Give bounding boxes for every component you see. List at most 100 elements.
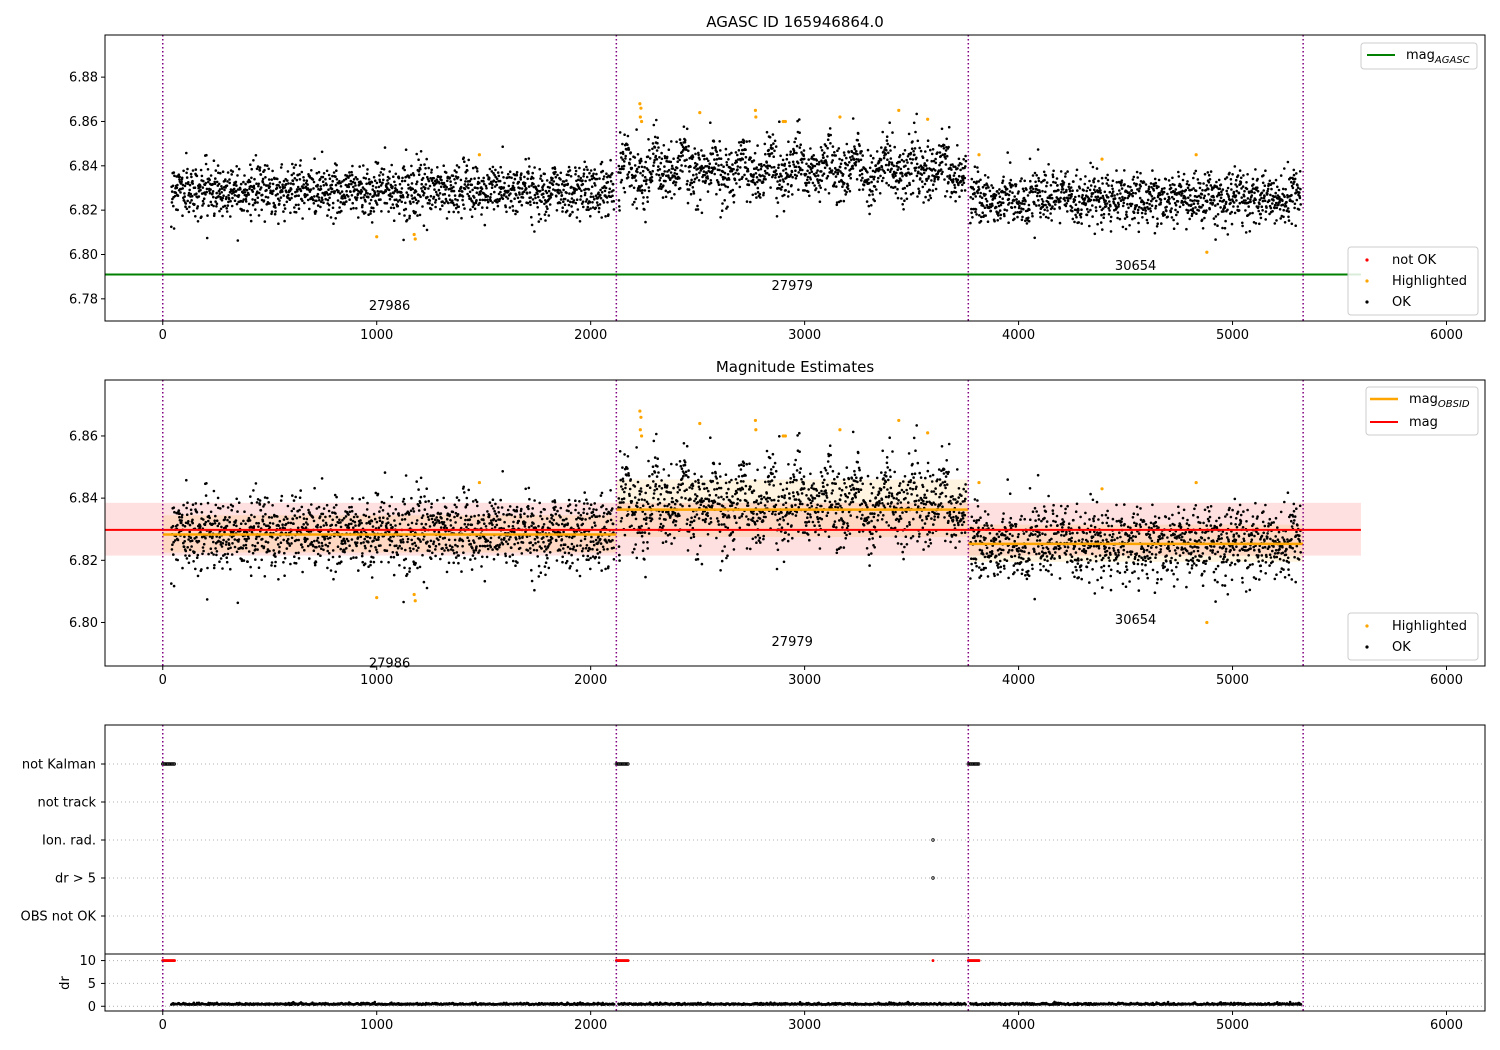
ok-point: [272, 201, 276, 205]
ok-point: [466, 169, 469, 172]
ok-point: [1100, 176, 1104, 180]
ok-point: [251, 190, 255, 193]
ok-point: [796, 161, 800, 165]
ok-point: [933, 179, 936, 183]
ok-point: [295, 194, 298, 198]
ok-point: [553, 167, 557, 170]
ok-point: [624, 154, 627, 158]
ok-point: [1195, 212, 1198, 215]
ok-point: [623, 190, 627, 194]
ok-point: [696, 208, 700, 211]
ok-point: [1202, 182, 1205, 185]
ok-point: [194, 502, 198, 505]
ok-point: [196, 205, 200, 208]
ok-point: [827, 192, 831, 195]
ok-point: [914, 166, 918, 170]
ok-point: [505, 210, 508, 214]
ok-point: [1256, 189, 1260, 193]
ok-point: [1159, 198, 1163, 201]
ok-point: [1019, 210, 1023, 213]
ok-point: [1131, 217, 1134, 221]
ok-point: [292, 499, 296, 502]
ok-point: [232, 191, 235, 194]
ok-point: [442, 164, 446, 167]
ok-point: [808, 194, 811, 198]
ok-point: [200, 174, 204, 178]
ok-point: [781, 178, 785, 181]
ok-point: [218, 560, 221, 563]
ok-point: [1253, 191, 1256, 195]
ok-point: [361, 560, 365, 564]
ok-point: [977, 185, 980, 189]
ok-point: [298, 178, 302, 181]
ok-point: [352, 556, 355, 559]
ok-point: [367, 540, 370, 544]
ok-point: [268, 185, 272, 188]
ok-point: [1070, 195, 1073, 198]
ok-point: [1268, 179, 1272, 183]
ok-point: [296, 526, 300, 530]
ok-point: [1074, 195, 1077, 199]
ok-point: [877, 161, 881, 164]
ok-point: [824, 144, 828, 148]
ok-point: [866, 171, 869, 174]
ok-point: [212, 214, 216, 217]
ok-point: [889, 157, 893, 160]
ok-point: [243, 191, 247, 194]
ok-point: [525, 192, 529, 195]
ok-point: [278, 545, 281, 549]
ok-point: [619, 151, 622, 155]
ok-point: [330, 190, 333, 194]
ok-point: [1088, 224, 1091, 228]
ok-point: [1249, 198, 1252, 201]
ok-point: [611, 172, 614, 175]
ok-point: [338, 179, 341, 183]
ok-point: [221, 196, 225, 200]
ok-point: [486, 173, 489, 177]
ok-point: [544, 210, 548, 214]
ok-point: [279, 196, 283, 199]
ok-point: [302, 523, 306, 526]
ok-point: [402, 195, 405, 199]
ok-point: [369, 563, 372, 567]
ok-point: [326, 549, 330, 553]
ok-point: [334, 512, 337, 515]
ok-point: [846, 184, 850, 187]
ok-point: [1020, 177, 1023, 180]
ok-point: [1160, 222, 1163, 225]
ok-point: [1193, 172, 1196, 175]
ok-point: [826, 138, 830, 141]
ok-point: [826, 174, 830, 178]
ok-point: [219, 507, 222, 510]
ok-point: [286, 537, 290, 541]
ok-point: [471, 188, 474, 192]
ok-point: [404, 207, 408, 211]
ok-point: [781, 158, 785, 162]
ok-point: [831, 159, 834, 162]
ok-point: [693, 177, 697, 181]
ok-point: [755, 166, 758, 169]
ok-point: [972, 188, 976, 191]
ok-point: [293, 206, 296, 209]
ok-point: [181, 214, 184, 217]
ok-point: [254, 154, 258, 157]
highlighted-point: [897, 108, 901, 112]
ok-point: [259, 186, 263, 189]
ok-point: [726, 205, 729, 209]
ok-point: [986, 184, 989, 187]
ok-point: [1153, 196, 1156, 200]
ok-point: [303, 548, 306, 552]
ok-point: [190, 199, 193, 202]
ok-point: [185, 171, 188, 175]
ok-point: [1033, 202, 1036, 206]
ok-point: [1264, 169, 1267, 172]
ok-point: [321, 512, 325, 516]
ok-point: [1298, 196, 1302, 200]
ok-point: [903, 186, 906, 190]
ok-point: [1001, 179, 1005, 182]
ok-point: [831, 153, 834, 157]
ok-point: [272, 189, 275, 193]
ok-point: [364, 200, 367, 203]
ok-point: [330, 187, 334, 191]
ok-point: [1077, 208, 1080, 212]
